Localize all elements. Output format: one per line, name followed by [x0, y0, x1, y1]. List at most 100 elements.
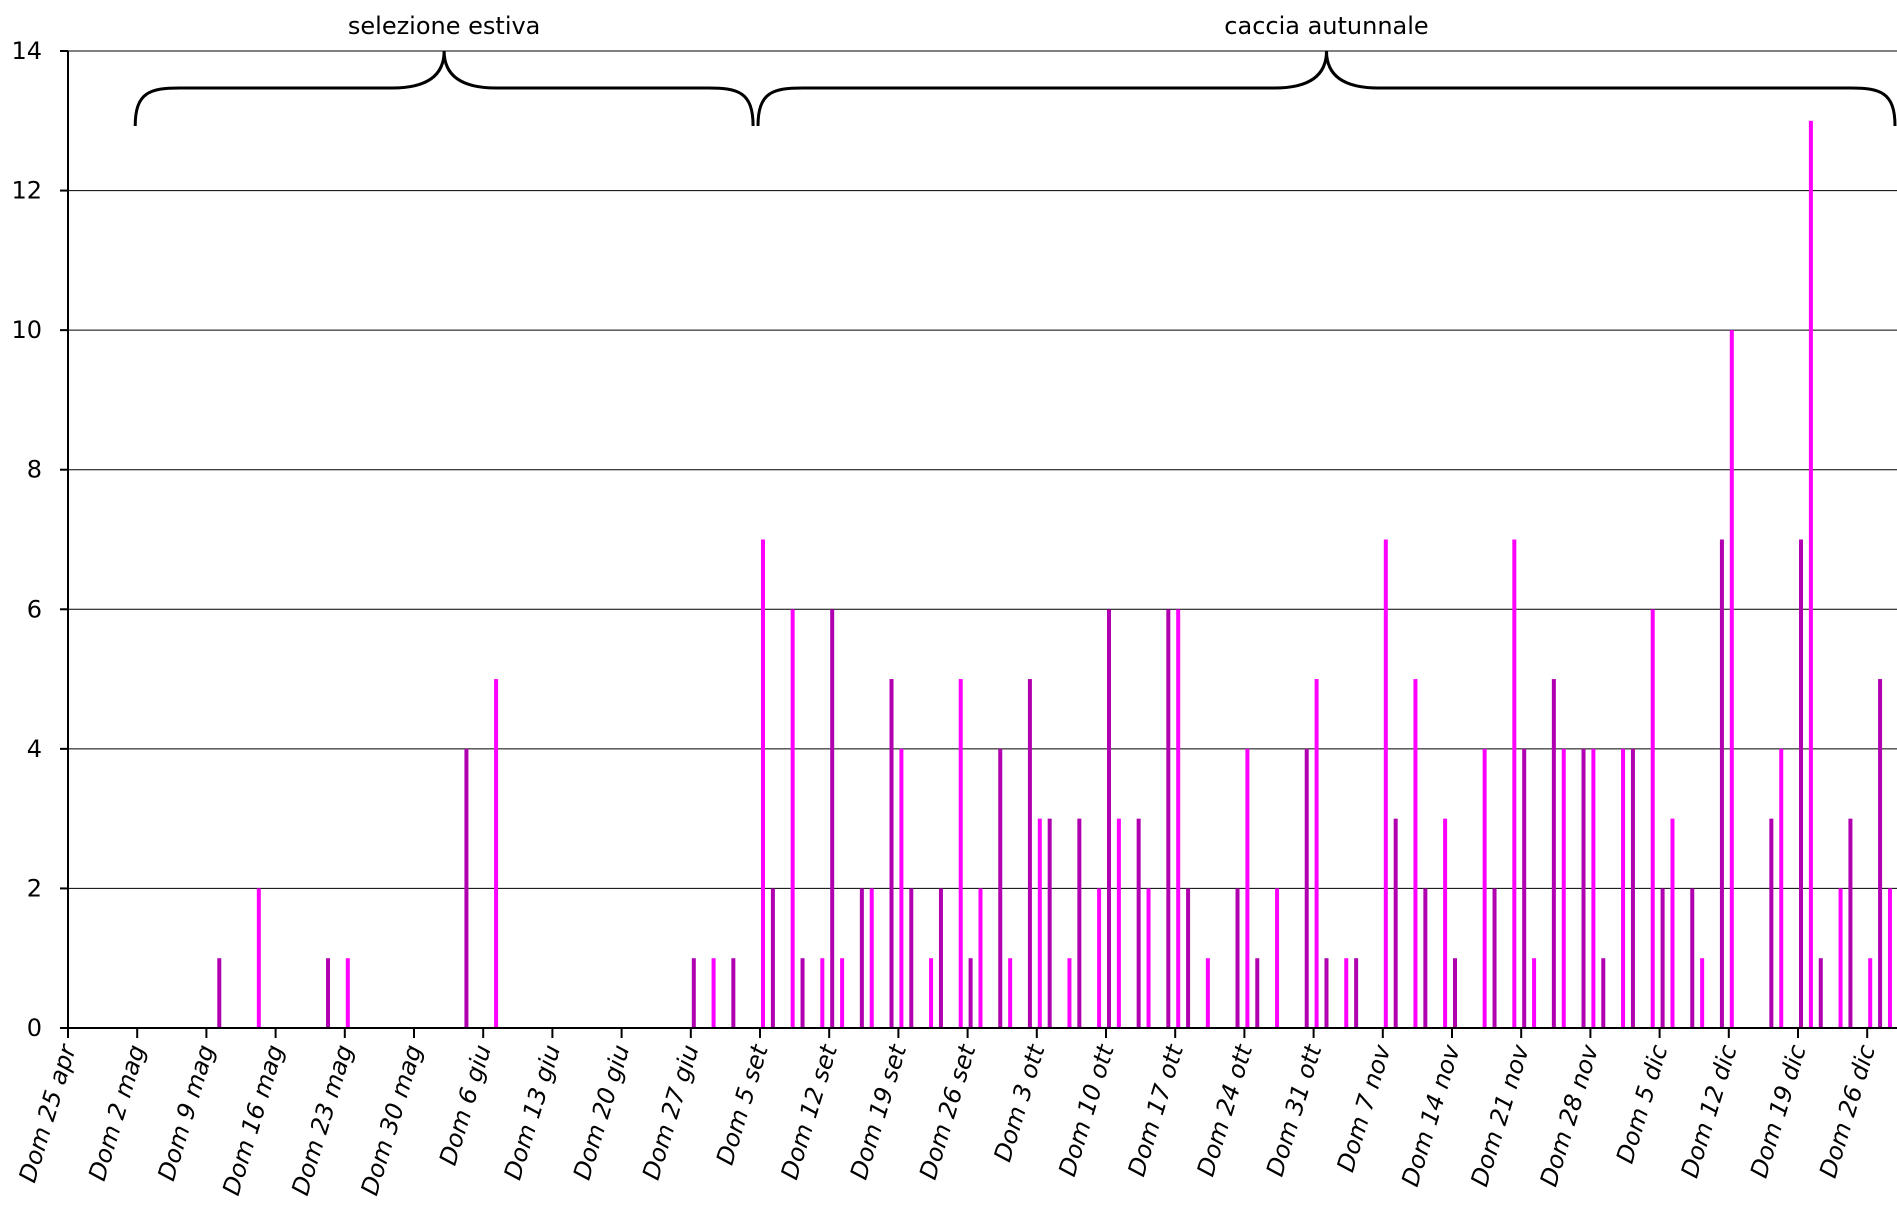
bar — [1008, 958, 1013, 1028]
bar — [1453, 958, 1457, 1028]
bar — [1354, 958, 1359, 1028]
bar — [840, 958, 845, 1028]
x-tick-label: Dom 16 mag — [217, 1042, 289, 1199]
bar — [958, 679, 963, 1028]
bar — [731, 958, 736, 1028]
x-tick-label: Dom 17 ott — [1122, 1040, 1189, 1180]
bar — [1660, 888, 1665, 1028]
y-tick-label: 12 — [11, 177, 42, 205]
bar — [790, 609, 795, 1028]
bar — [1818, 958, 1823, 1028]
bar — [1027, 679, 1032, 1028]
x-tick-label: Dom 25 apr — [13, 1040, 82, 1186]
x-tick-label: Dom 28 nov — [1535, 1041, 1605, 1190]
bar — [1532, 958, 1537, 1028]
bar — [998, 748, 1003, 1028]
bar — [830, 609, 835, 1028]
y-tick-label: 6 — [27, 595, 42, 623]
bar — [1275, 888, 1280, 1028]
bar — [345, 958, 350, 1028]
axes — [67, 51, 1897, 1029]
bar — [1245, 748, 1250, 1028]
bar — [800, 958, 805, 1028]
bar — [1838, 888, 1843, 1028]
bar — [938, 888, 943, 1028]
bar — [464, 748, 469, 1028]
gridlines — [68, 50, 1897, 889]
bar — [899, 748, 904, 1028]
x-tick-label: Dom 7 nov — [1331, 1041, 1396, 1175]
bar — [1047, 818, 1052, 1028]
bar — [1670, 818, 1675, 1028]
x-tick-label: Dom 26 set — [914, 1040, 982, 1183]
bar — [1314, 679, 1319, 1028]
bar — [859, 888, 864, 1028]
bar — [1255, 958, 1260, 1028]
y-tick-label: 2 — [27, 874, 42, 902]
x-tick-label: Dom 24 ott — [1192, 1040, 1259, 1180]
x-tick-label: Dom 21 nov — [1465, 1041, 1535, 1190]
bar — [1621, 748, 1626, 1028]
bar — [1650, 609, 1655, 1028]
bar — [968, 958, 973, 1028]
x-tick-label: Dom 12 set — [776, 1040, 844, 1183]
bar — [1344, 958, 1349, 1028]
x-tick-label: Dom 19 set — [845, 1040, 913, 1183]
bar — [1423, 888, 1428, 1028]
bar — [1067, 958, 1072, 1028]
bar — [1719, 539, 1724, 1028]
bar — [1729, 330, 1734, 1029]
bar — [1848, 818, 1853, 1028]
bar — [1146, 888, 1151, 1028]
bar — [1107, 609, 1111, 1028]
bar — [1522, 748, 1527, 1028]
bar — [1176, 609, 1181, 1028]
x-tick-label: Dom 20 giu — [568, 1042, 636, 1184]
x-tick-label: Dom 10 ott — [1053, 1040, 1120, 1180]
x-tick-label: Dom 23 mag — [286, 1042, 358, 1199]
period-label: caccia autunnale — [1224, 12, 1428, 40]
bar — [1383, 539, 1388, 1028]
x-tick-label: Dom 5 dic — [1611, 1042, 1673, 1167]
x-tick-label: Dom 5 set — [711, 1040, 774, 1168]
bar — [1136, 818, 1141, 1028]
bar — [761, 539, 765, 1028]
bar — [1630, 748, 1635, 1028]
bar — [869, 888, 874, 1028]
period-label: selezione estiva — [348, 12, 541, 40]
x-tick-label: Dom 26 dic — [1814, 1042, 1881, 1182]
bar — [1413, 679, 1418, 1028]
x-tick-label: Dom 30 mag — [355, 1042, 427, 1199]
bar — [1878, 679, 1883, 1028]
x-tick-label: Dom 13 giu — [499, 1042, 567, 1184]
x-tick-label: Dom 31 ott — [1261, 1040, 1328, 1180]
bar — [711, 958, 716, 1028]
bar — [1116, 818, 1121, 1028]
y-tick-labels: 0 2 4 6 8 10 12 14 — [11, 37, 68, 1042]
bar — [1887, 888, 1892, 1028]
x-tick-label: Dom 12 dic — [1676, 1042, 1743, 1182]
bar — [494, 679, 499, 1028]
bar — [326, 958, 331, 1028]
bar — [1324, 958, 1329, 1028]
bar — [1581, 748, 1586, 1028]
bar — [1077, 818, 1082, 1028]
bar — [1799, 539, 1803, 1028]
bar — [820, 958, 825, 1028]
period-brace — [133, 50, 755, 127]
bar — [770, 888, 775, 1028]
bar — [691, 958, 696, 1028]
bar — [1205, 958, 1210, 1028]
bar — [1482, 748, 1487, 1028]
bar — [978, 888, 983, 1028]
bar — [1561, 748, 1566, 1028]
bar — [1186, 888, 1191, 1028]
bar — [1769, 818, 1774, 1028]
bar-series — [217, 120, 1892, 1029]
y-tick-label: 8 — [27, 456, 42, 484]
bar — [1097, 888, 1102, 1028]
y-tick-label: 0 — [27, 1014, 42, 1042]
bar — [1779, 748, 1784, 1028]
bar — [1868, 958, 1873, 1028]
